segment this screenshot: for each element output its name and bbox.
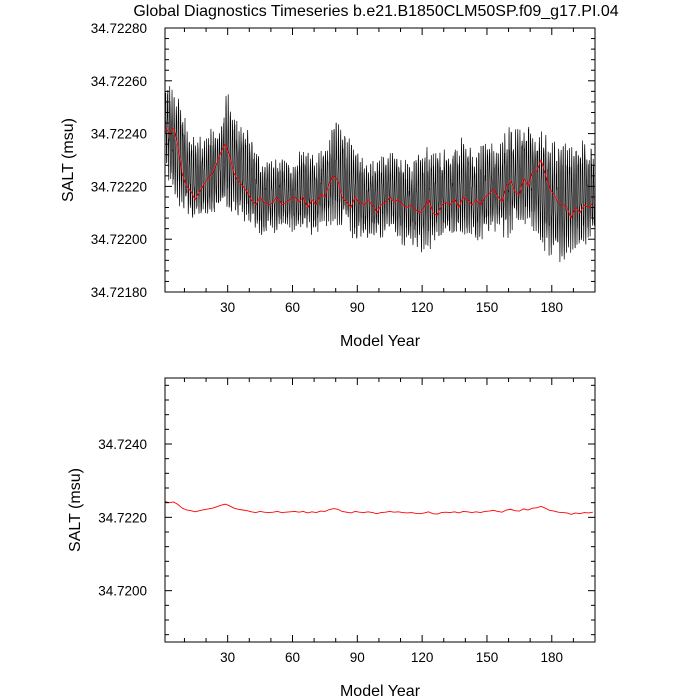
y-tick-label: 34.72280	[91, 21, 147, 36]
plot-frame	[164, 377, 596, 643]
x-axis-label: Model Year	[340, 683, 421, 700]
y-tick-label: 34.72240	[91, 127, 147, 142]
x-axis-label: Model Year	[340, 333, 421, 350]
series-line-monthly	[165, 86, 595, 263]
bottom-panel: 30 60 90 120 150 180 34.7200 34.7220 34.7240 Mode…	[67, 377, 596, 700]
y-tick-label: 34.72180	[91, 285, 147, 300]
y-tick-label: 34.7200	[98, 584, 147, 599]
x-tick-label: 180	[541, 300, 564, 315]
plot-frame	[164, 27, 596, 293]
x-tick-label: 30	[220, 650, 235, 665]
x-tick-label: 150	[476, 650, 499, 665]
x-tick-label: 120	[411, 650, 434, 665]
y-tick-label: 34.72260	[91, 74, 147, 89]
plot-area	[165, 501, 593, 515]
x-tick-label: 150	[476, 300, 499, 315]
plot-area	[165, 86, 595, 263]
series-line-annual-mean	[165, 501, 593, 515]
x-tick-label: 90	[350, 300, 365, 315]
y-axis-label: SALT (msu)	[60, 118, 77, 202]
y-tick-label: 34.72220	[91, 179, 147, 194]
figure-title: Global Diagnostics Timeseries b.e21.B185…	[133, 3, 618, 20]
y-tick-label: 34.72200	[91, 232, 147, 247]
x-tick-label: 60	[285, 300, 300, 315]
x-tick-label: 90	[350, 650, 365, 665]
top-panel: 30 60 90 120 150 180 34.72180 34.72200 34.72220 3…	[60, 21, 596, 350]
y-axis-label: SALT (msu)	[67, 468, 84, 552]
x-tick-label: 180	[541, 650, 564, 665]
x-tick-label: 60	[285, 650, 300, 665]
x-tick-label: 30	[220, 300, 235, 315]
y-tick-label: 34.7220	[98, 510, 147, 525]
series-line-annual-mean	[165, 125, 594, 220]
x-tick-label: 120	[411, 300, 434, 315]
y-tick-label: 34.7240	[98, 437, 147, 452]
